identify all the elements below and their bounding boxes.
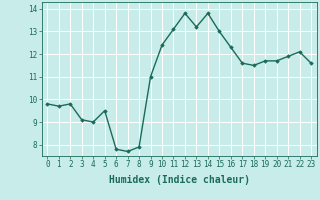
X-axis label: Humidex (Indice chaleur): Humidex (Indice chaleur) <box>109 175 250 185</box>
